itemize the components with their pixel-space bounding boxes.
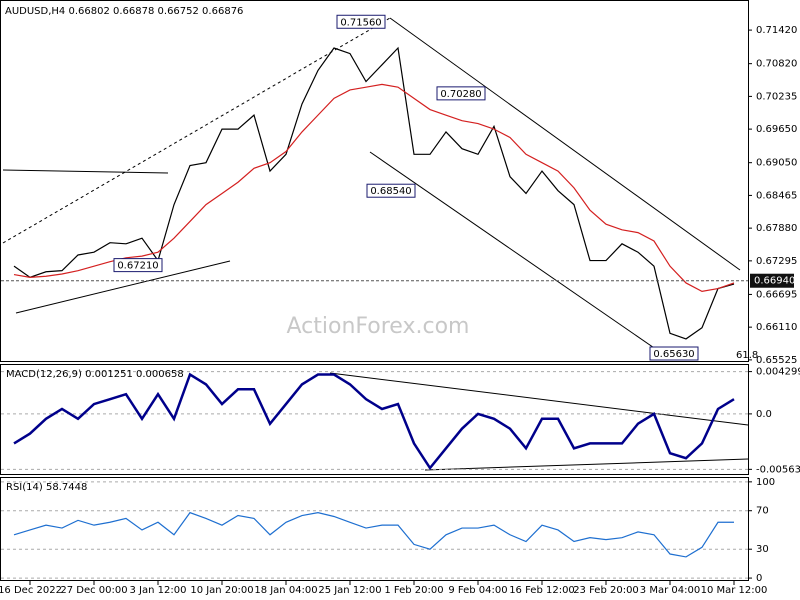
- price-tag: [113, 258, 163, 273]
- y-tick-label: 0.67295: [756, 256, 797, 267]
- series-line: [13, 372, 735, 471]
- series-line: [13, 46, 735, 340]
- x-tick-label: 3 Mar 04:00: [640, 585, 700, 596]
- panel-title: MACD(12,26,9) 0.001251 0.000658: [6, 369, 184, 380]
- y-tick-label: 0.69050: [756, 158, 797, 169]
- y-tick-label: 0: [756, 573, 762, 584]
- price-tag-label: 0.68540: [370, 186, 411, 197]
- price-tag: [436, 86, 486, 101]
- series-line: [13, 511, 734, 558]
- price-tag-label: 0.67210: [117, 261, 158, 272]
- panel-title: RSI(14) 58.7448: [6, 482, 87, 493]
- rsi-panel: [0, 477, 749, 581]
- y-tick-label: 0.68465: [756, 190, 797, 201]
- y-tick-label: 0.71420: [756, 25, 797, 36]
- current-tag: [750, 273, 794, 288]
- x-tick-label: 9 Feb 04:00: [448, 585, 507, 596]
- x-tick-label: 18 Jan 04:00: [254, 585, 317, 596]
- trend-line: [2, 169, 169, 174]
- fib-label: 61.8: [736, 350, 758, 361]
- x-tick-label: 10 Jan 20:00: [190, 585, 253, 596]
- y-tick-label: 0.66695: [756, 289, 797, 300]
- macd-panel: [0, 364, 749, 475]
- x-tick-label: 16 Dec 2022: [0, 585, 62, 596]
- macd-trend: [329, 372, 749, 426]
- series-line: [13, 83, 735, 292]
- x-tick-label: 3 Jan 12:00: [130, 585, 187, 596]
- x-tick-label: 1 Feb 20:00: [384, 585, 443, 596]
- y-tick-label: 70: [756, 506, 769, 517]
- x-tick-label: 27 Dec 00:00: [60, 585, 127, 596]
- price-panel: [0, 0, 749, 362]
- x-tick-label: 16 Feb 12:00: [509, 585, 575, 596]
- y-tick-label: 0.66110: [756, 322, 797, 333]
- trend-dashed: [2, 17, 391, 244]
- x-tick-label: 10 Mar 12:00: [701, 585, 768, 596]
- price-tag: [366, 183, 416, 198]
- trend-line: [15, 260, 231, 314]
- current-tag-label: 0.66940: [754, 276, 795, 287]
- trend-line: [389, 17, 741, 271]
- y-tick-label: 30: [756, 544, 769, 555]
- y-tick-label: 0.70820: [756, 59, 797, 70]
- y-tick-label: 0.004299: [756, 367, 800, 378]
- y-tick-label: 0.70235: [756, 91, 797, 102]
- macd-trend: [424, 458, 749, 471]
- y-tick-label: 0.65525: [756, 355, 797, 366]
- y-tick-label: -0.005636: [756, 464, 800, 475]
- x-tick-label: 25 Jan 12:00: [318, 585, 381, 596]
- price-tag-label: 0.71560: [340, 17, 381, 28]
- price-tag-label: 0.70280: [440, 89, 481, 100]
- symbol-header: AUDUSD,H4 0.66802 0.66878 0.66752 0.6687…: [5, 6, 243, 17]
- price-tag-label: 0.65630: [653, 349, 694, 360]
- y-tick-label: 0.0: [756, 409, 772, 420]
- price-tag: [649, 346, 699, 361]
- x-tick-label: 23 Feb 20:00: [573, 585, 639, 596]
- y-tick-label: 100: [756, 477, 775, 488]
- y-tick-label: 0.69650: [756, 124, 797, 135]
- price-tag: [336, 14, 386, 29]
- trend-line: [369, 151, 661, 353]
- watermark: ActionForex.com: [287, 314, 470, 339]
- y-tick-label: 0.67880: [756, 223, 797, 234]
